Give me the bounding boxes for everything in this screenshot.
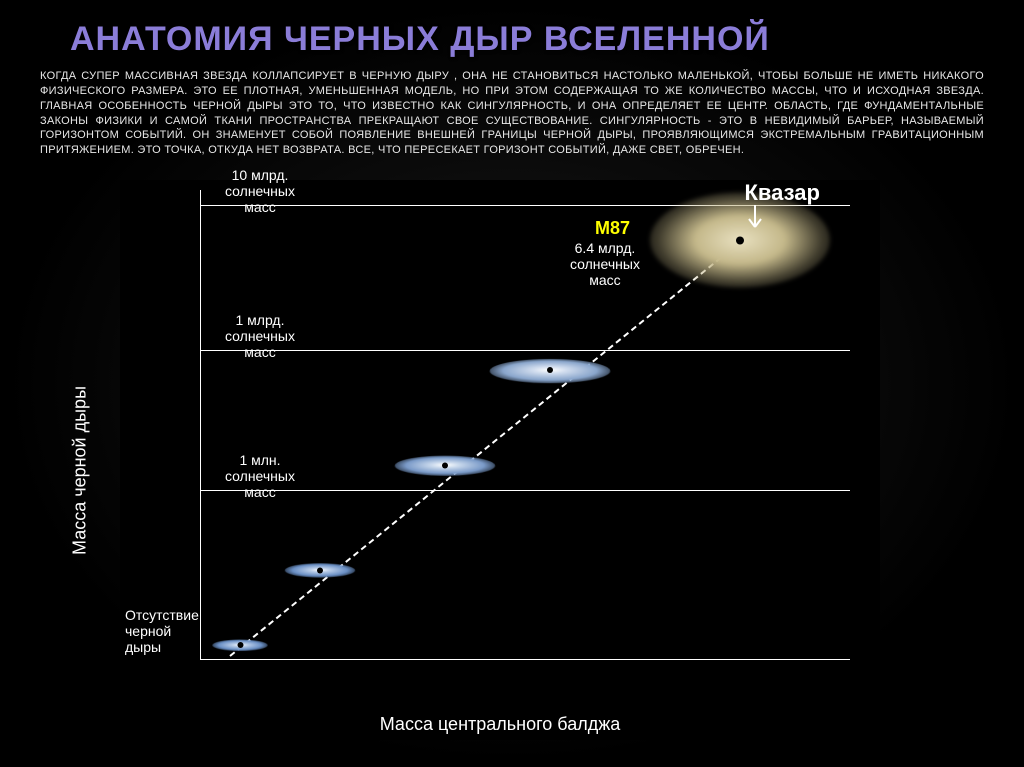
x-axis-label: Масса центрального балджа [380, 714, 621, 735]
origin-label-l1: Отсутствие [125, 607, 199, 623]
y-axis-line [200, 190, 201, 660]
chart-container: Масса черной дыры Масса центрального бал… [120, 180, 880, 740]
description-text: КОГДА СУПЕР МАССИВНАЯ ЗВЕЗДА КОЛЛАПСИРУЕ… [0, 69, 1024, 168]
origin-label-l3: дыры [125, 639, 161, 655]
black-hole-dot-icon [547, 367, 553, 373]
m87-mass-line1: 6.4 млрд. [575, 240, 636, 256]
black-hole-dot-icon [237, 642, 243, 648]
black-hole-dot-icon [736, 236, 744, 244]
trend-line [229, 225, 760, 657]
plot-area: Квазар M87 6.4 млрд. солнечных масс Отсу… [200, 190, 850, 700]
galaxy-point [285, 558, 355, 583]
y-tick-label: 1 млрд.солнечныхмасс [205, 312, 315, 360]
quasar-galaxy [650, 193, 830, 288]
x-axis-line [200, 659, 850, 660]
black-hole-dot-icon [442, 462, 448, 468]
galaxy-point [213, 635, 268, 655]
page-title: АНАТОМИЯ ЧЕРНЫХ ДЫР ВСЕЛЕННОЙ [0, 0, 1024, 69]
y-axis-label: Масса черной дыры [70, 386, 91, 555]
quasar-label: Квазар [745, 180, 821, 206]
galaxy-point [490, 349, 610, 391]
galaxy-point [395, 448, 495, 483]
black-hole-dot-icon [317, 567, 323, 573]
m87-mass-label: 6.4 млрд. солнечных масс [570, 240, 640, 288]
origin-label-l2: черной [125, 623, 171, 639]
m87-mass-line2: солнечных [570, 256, 640, 272]
m87-label: M87 [595, 218, 630, 239]
m87-mass-line3: масс [589, 272, 620, 288]
y-tick-label: 1 млн.солнечныхмасс [205, 452, 315, 500]
quasar-arrow-icon [745, 205, 765, 241]
origin-label: Отсутствие черной дыры [125, 607, 199, 655]
y-tick-label: 10 млрд.солнечныхмасс [205, 167, 315, 215]
